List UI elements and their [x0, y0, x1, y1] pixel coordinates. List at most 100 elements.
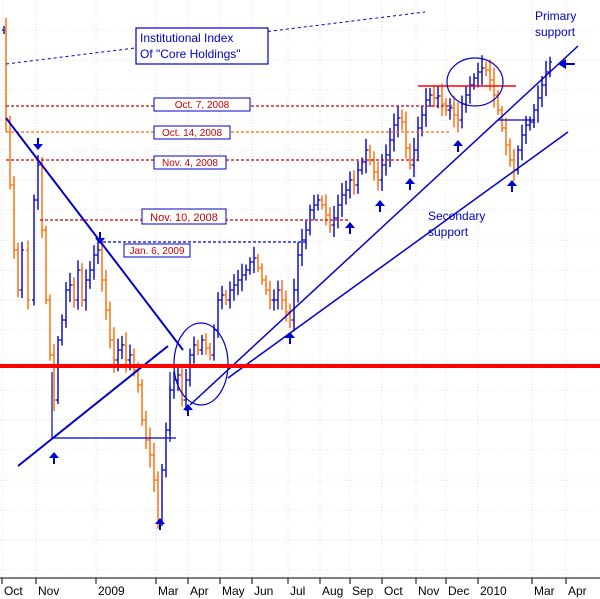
- ohlc-bar: [192, 336, 196, 364]
- title-line-1: Institutional Index: [140, 31, 233, 45]
- ohlc-bar: [300, 228, 304, 267]
- ohlc-bar: [288, 303, 292, 329]
- ohlc-bar: [196, 339, 200, 356]
- ohlc-bar: [232, 274, 236, 301]
- ohlc-bar: [268, 280, 272, 310]
- ohlc-bar: [96, 240, 100, 265]
- ohlc-bar: [372, 151, 376, 181]
- date-label-jan6-text: Jan. 6, 2009: [129, 246, 184, 257]
- ohlc-bar: [248, 257, 252, 275]
- ohlc-bar: [252, 246, 256, 274]
- ohlc-bar: [540, 75, 544, 108]
- ohlc-bar: [520, 124, 524, 161]
- x-tick-label: Nov: [418, 584, 439, 598]
- ohlc-bar: [512, 149, 516, 181]
- ohlc-bar: [68, 272, 72, 303]
- ohlc-bar: [416, 116, 420, 162]
- ohlc-bar: [228, 281, 232, 309]
- ohlc-bar: [376, 161, 380, 191]
- ohlc-bar: [484, 61, 488, 77]
- ohlc-bar: [12, 176, 16, 259]
- arrow-up-icon: [507, 180, 517, 192]
- arrow-up-icon: [345, 222, 355, 234]
- ohlc-bar: [344, 180, 348, 205]
- x-tick-label: Jun: [254, 584, 273, 598]
- arrows: [33, 59, 575, 530]
- ohlc-bar: [120, 335, 124, 360]
- arrow-left-icon: [558, 59, 575, 69]
- ohlc-bar: [316, 194, 320, 211]
- date-label-oct7: Oct. 7, 2008: [153, 97, 251, 112]
- ohlc-bar: [404, 111, 408, 159]
- ohlc-bar: [364, 138, 368, 174]
- date-label-nov10-text: Nov. 10, 2008: [150, 212, 218, 224]
- ohlc-bar: [108, 301, 112, 349]
- ohlc-bar: [536, 85, 540, 123]
- ohlc-bar: [140, 379, 144, 426]
- ohlc-bar: [84, 269, 88, 311]
- arrow-up-icon: [49, 452, 59, 464]
- ohlc-bar: [476, 62, 480, 88]
- arrow-up-icon: [285, 332, 295, 344]
- ohlc-bar: [272, 289, 276, 311]
- ohlc-bar: [16, 242, 20, 298]
- ohlc-bar: [532, 104, 536, 128]
- ohlc-bar: [260, 263, 264, 285]
- ohlc-bar: [264, 275, 268, 295]
- x-tick-label: Apr: [568, 584, 587, 598]
- ohlc-bar: [444, 98, 448, 116]
- ohlc-bar: [460, 95, 464, 129]
- secondary-support-label-1: Secondary: [428, 209, 485, 223]
- title-box: Institutional Index Of "Core Holdings": [135, 27, 269, 65]
- ohlc-bar: [152, 442, 156, 493]
- ohlc-bar: [496, 90, 500, 115]
- arrow-down-icon: [95, 232, 105, 244]
- x-tick-label: Aug: [322, 584, 343, 598]
- ohlc-bar: [356, 161, 360, 194]
- arrow-up-icon: [405, 178, 415, 190]
- primary-support-label-2: support: [535, 25, 576, 39]
- ohlc-bar: [472, 73, 476, 90]
- ohlc-bar: [236, 269, 240, 296]
- ohlc-bar: [60, 314, 64, 346]
- grid: [0, 0, 600, 578]
- ohlc-bar: [504, 117, 508, 156]
- date-label-oct7-text: Oct. 7, 2008: [175, 100, 230, 111]
- ohlc-bar: [32, 194, 36, 306]
- ohlc-bar: [208, 342, 212, 361]
- date-label-jan6: Jan. 6, 2009: [123, 243, 191, 258]
- date-labels: Oct. 7, 2008 Oct. 14, 2008 Nov. 4, 2008 …: [123, 97, 251, 258]
- date-label-nov4: Nov. 4, 2008: [153, 155, 227, 170]
- ohlc-bar: [368, 144, 372, 166]
- ohlc-bar: [52, 343, 56, 412]
- ohlc-bar: [88, 261, 92, 289]
- ohlc-bar: [36, 155, 40, 210]
- ohlc-bar: [48, 294, 52, 361]
- ohlc-bar: [340, 183, 344, 217]
- arrow-up-icon: [155, 518, 165, 530]
- ohlc-bar: [332, 205, 336, 238]
- ohlc-bar: [432, 85, 436, 108]
- title-line-2: Of "Core Holdings": [140, 47, 241, 61]
- ohlc-bar: [296, 242, 300, 303]
- x-tick-label: Mar: [534, 584, 555, 598]
- ohlc-bar: [352, 170, 356, 195]
- price-bars: [2, 17, 552, 529]
- ohlc-bar: [240, 263, 244, 292]
- ohlc-bar: [56, 335, 60, 405]
- ohlc-bar: [80, 263, 84, 307]
- ohlc-bar: [280, 280, 284, 310]
- ohlc-bar: [524, 116, 528, 144]
- ohlc-bar: [292, 278, 296, 332]
- ohlc-bar: [388, 127, 392, 168]
- date-label-oct14-text: Oct. 14, 2008: [162, 128, 222, 139]
- x-tick-label: 2009: [98, 584, 125, 598]
- x-tick-label: Apr: [190, 584, 209, 598]
- ohlc-bar: [336, 194, 340, 229]
- primary-support-line: [189, 45, 579, 406]
- ohlc-bar: [44, 225, 48, 305]
- ohlc-bar: [448, 98, 452, 120]
- x-tick-label: Oct: [384, 584, 403, 598]
- x-tick-label: Sep: [352, 584, 374, 598]
